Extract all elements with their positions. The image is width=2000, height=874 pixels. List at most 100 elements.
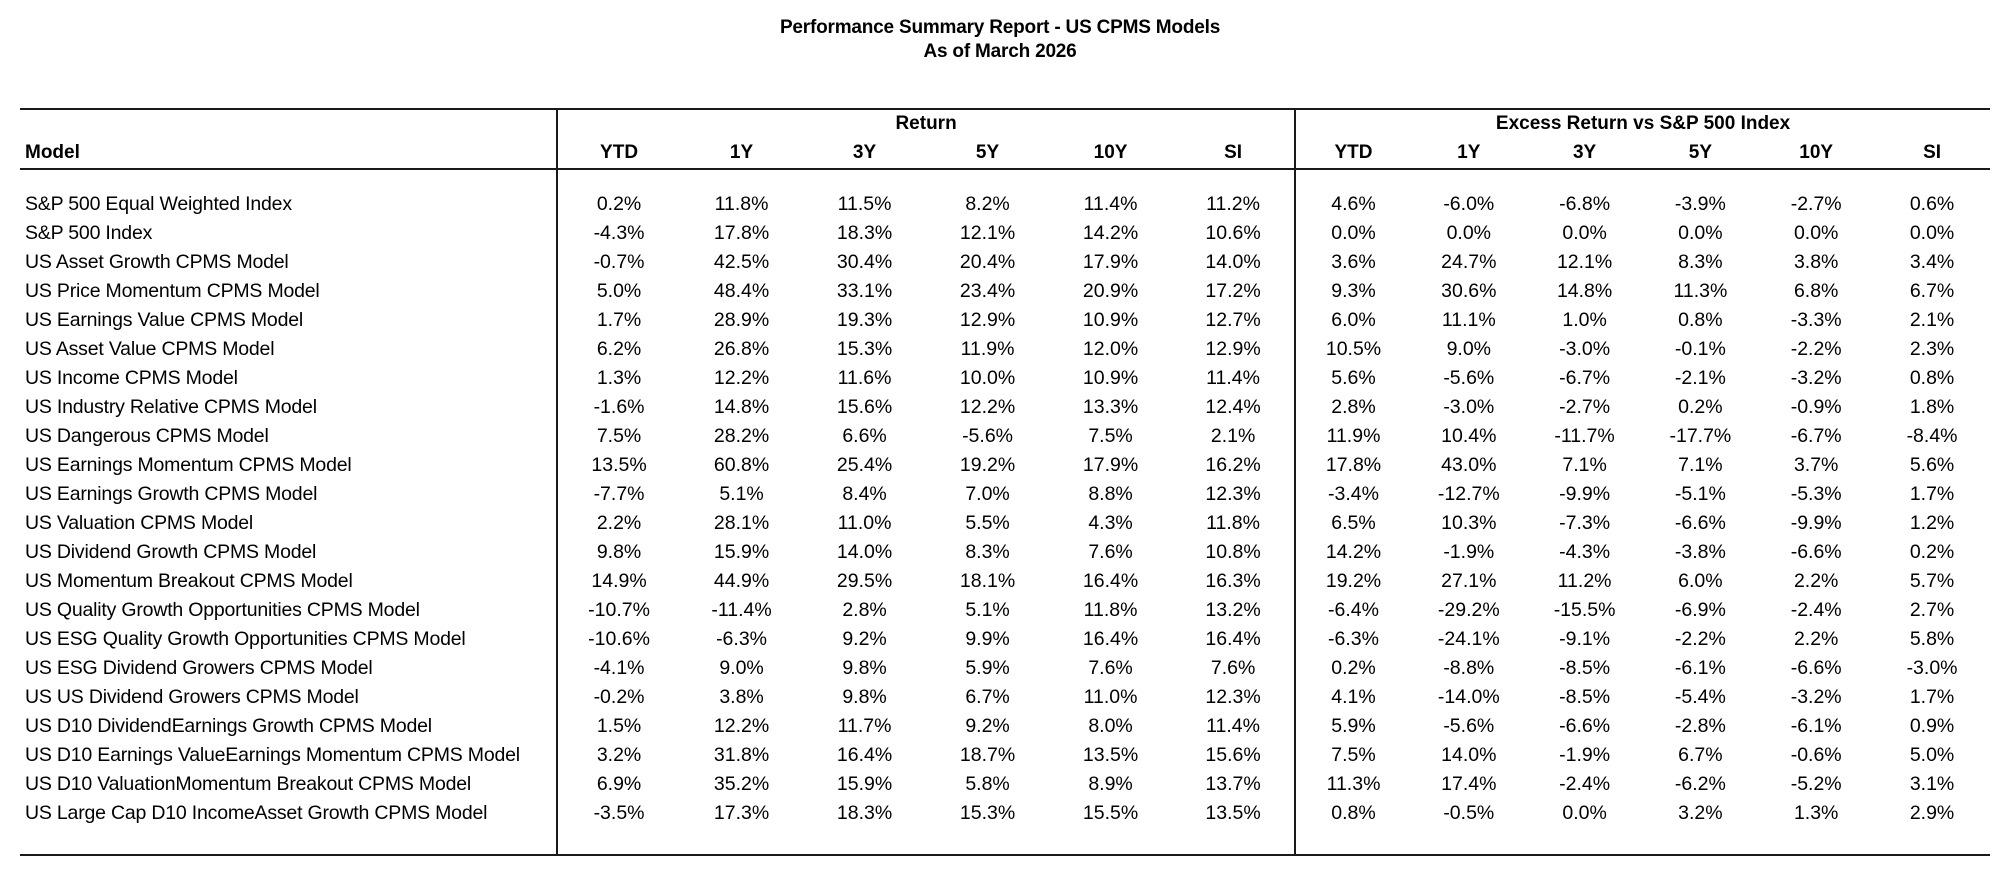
excess-value-cell: 5.6% [1294, 364, 1411, 393]
return-value-cell: 60.8% [713, 454, 770, 476]
return-value-cell: 2.2% [556, 509, 681, 538]
return-value-cell: 18.3% [836, 802, 893, 824]
table-row: US Dangerous CPMS Model 7.5% 28.2% 6.6% -5.6… [20, 422, 1990, 451]
return-value-cell: 7.6% [1088, 541, 1133, 563]
excess-value-cell: 10.3% [1441, 512, 1497, 534]
return-value-cell: -11.4% [711, 599, 772, 621]
excess-value-cell: -3.0% [1443, 396, 1495, 418]
excess-value-cell: -8.4% [1906, 425, 1958, 447]
return-value-cell: 17.2% [1205, 280, 1261, 302]
excess-value-cell: 0.8% [1909, 367, 1955, 389]
excess-period-header: 3Y [1526, 138, 1643, 170]
excess-value-cell: 24.7% [1441, 251, 1497, 273]
return-value-cell: 10.8% [1205, 541, 1261, 563]
return-value-cell: 18.1% [959, 570, 1016, 592]
return-value-cell: 13.7% [1205, 773, 1261, 795]
excess-value-cell: -4.3% [1559, 541, 1611, 563]
return-value-cell: -10.6% [556, 625, 681, 654]
return-value-cell: 16.4% [1082, 570, 1139, 592]
performance-table: Return Excess Return vs S&P 500 Index Mo… [20, 108, 1990, 856]
return-value-cell: 15.3% [959, 802, 1016, 824]
return-value-cell: 16.4% [1082, 628, 1139, 650]
return-value-cell: 11.0% [837, 512, 892, 534]
excess-value-cell: 0.0% [1446, 222, 1492, 244]
return-value-cell: 29.5% [836, 570, 893, 592]
return-value-cell: 11.8% [714, 193, 769, 215]
table-row: US Price Momentum CPMS Model 5.0% 48.4% 33.… [20, 277, 1990, 306]
excess-value-cell: -7.3% [1559, 512, 1611, 534]
excess-value-cell: -0.5% [1443, 802, 1495, 824]
excess-period-header: 1Y [1410, 138, 1527, 170]
return-value-cell: 12.2% [959, 396, 1016, 418]
excess-value-cell: -5.1% [1674, 483, 1726, 505]
return-value-cell: 20.9% [1082, 280, 1139, 302]
model-name-cell: US Earnings Momentum CPMS Model [25, 454, 352, 476]
excess-value-cell: 11.3% [1294, 770, 1411, 799]
excess-value-cell: -5.4% [1674, 686, 1726, 708]
return-value-cell: 0.2% [556, 169, 681, 219]
return-value-cell: 18.3% [836, 222, 893, 244]
return-value-cell: 5.1% [965, 599, 1010, 621]
excess-value-cell: 4.6% [1294, 169, 1411, 219]
excess-value-cell: 2.1% [1909, 309, 1955, 331]
excess-value-cell: -6.7% [1790, 425, 1842, 447]
excess-value-cell: 0.0% [1562, 802, 1607, 824]
model-name-cell: US US Dividend Growers CPMS Model [25, 686, 359, 708]
return-value-cell: 28.2% [713, 425, 770, 447]
model-column-header: Model [20, 138, 558, 170]
excess-period-header: 10Y [1758, 138, 1875, 170]
table-row: US ESG Dividend Growers CPMS Model -4.1% 9… [20, 654, 1990, 683]
return-value-cell: 11.7% [837, 715, 892, 737]
return-value-cell: 5.8% [965, 773, 1010, 795]
group-header-return: Return [556, 109, 1296, 138]
excess-value-cell: -6.6% [1790, 541, 1842, 563]
excess-value-cell: 5.7% [1909, 570, 1955, 592]
return-value-cell: 5.5% [965, 512, 1010, 534]
return-value-cell: 14.8% [713, 396, 770, 418]
return-value-cell: 15.6% [1205, 744, 1261, 766]
excess-value-cell: -1.9% [1443, 541, 1495, 563]
excess-value-cell: -3.4% [1294, 480, 1411, 509]
excess-value-cell: 19.2% [1294, 567, 1411, 596]
return-value-cell: 16.2% [1205, 454, 1261, 476]
return-value-cell: 8.0% [1088, 715, 1133, 737]
return-value-cell: 17.9% [1082, 251, 1139, 273]
table-row: US Asset Value CPMS Model 6.2% 26.8% 15.3% 1… [20, 335, 1990, 364]
excess-value-cell: 2.3% [1909, 338, 1955, 360]
return-value-cell: 9.8% [842, 657, 887, 679]
excess-value-cell: -14.0% [1437, 686, 1500, 708]
column-header-row: Model YTD 1Y 3Y 5Y 10Y SI YTD 1Y 3Y 5Y 10Y SI [20, 138, 1990, 170]
excess-value-cell: -6.6% [1559, 715, 1611, 737]
excess-value-cell: -29.2% [1437, 599, 1500, 621]
model-name-cell: US Earnings Growth CPMS Model [25, 483, 318, 505]
table-header: Return Excess Return vs S&P 500 Index Mo… [20, 109, 1990, 170]
excess-value-cell: 14.0% [1441, 744, 1497, 766]
excess-value-cell: -5.6% [1443, 367, 1495, 389]
return-value-cell: 12.7% [1205, 309, 1261, 331]
return-value-cell: 15.6% [836, 396, 893, 418]
model-name-cell: US D10 DividendEarnings Growth CPMS Mode… [25, 715, 432, 737]
excess-value-cell: -6.3% [1294, 625, 1411, 654]
excess-value-cell: -3.2% [1790, 686, 1842, 708]
return-value-cell: 7.0% [965, 483, 1010, 505]
excess-value-cell: -2.7% [1790, 193, 1842, 215]
return-value-cell: 7.6% [1210, 657, 1256, 679]
return-value-cell: 31.8% [713, 744, 770, 766]
excess-value-cell: -3.2% [1790, 367, 1842, 389]
return-value-cell: 13.5% [556, 451, 681, 480]
excess-value-cell: -2.2% [1674, 628, 1726, 650]
return-value-cell: -0.7% [556, 248, 681, 277]
excess-value-cell: 0.0% [1294, 219, 1411, 248]
excess-value-cell: 2.2% [1793, 570, 1839, 592]
return-value-cell: 10.0% [959, 367, 1016, 389]
excess-value-cell: 3.7% [1793, 454, 1839, 476]
return-value-cell: 8.8% [1088, 483, 1133, 505]
excess-value-cell: 0.0% [1793, 222, 1839, 244]
table-row: US Valuation CPMS Model 2.2% 28.1% 11.0% 5.5… [20, 509, 1990, 538]
excess-value-cell: -0.6% [1790, 744, 1842, 766]
return-value-cell: 14.0% [1205, 251, 1261, 273]
excess-value-cell: 1.7% [1909, 686, 1955, 708]
excess-value-cell: -11.7% [1554, 425, 1615, 447]
return-value-cell: 7.5% [1088, 425, 1133, 447]
return-value-cell: 1.5% [556, 712, 681, 741]
